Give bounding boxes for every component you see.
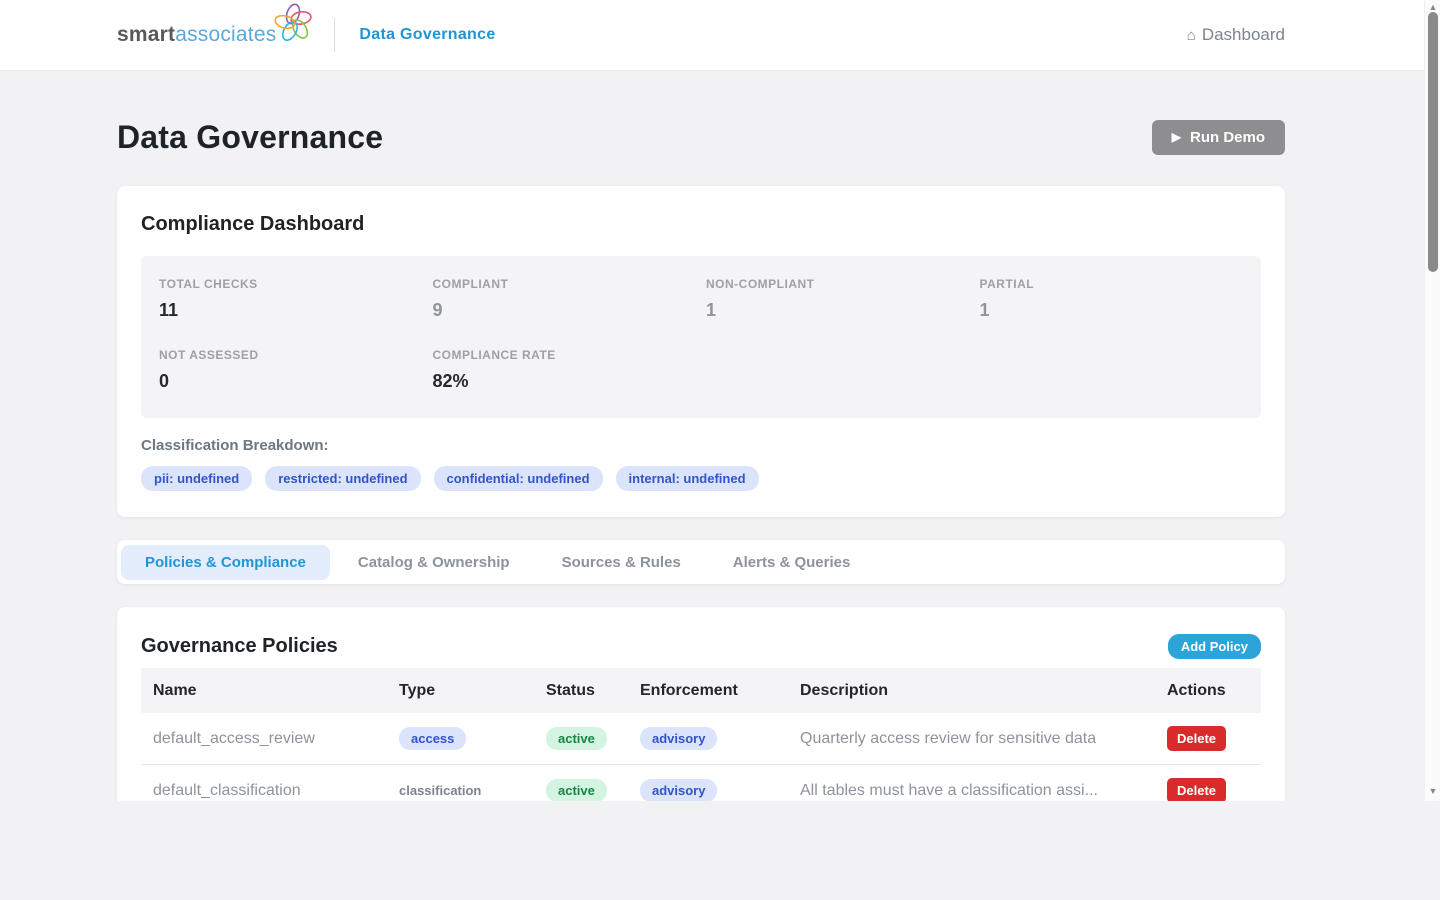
compliance-heading: Compliance Dashboard: [141, 213, 365, 235]
type-label: classification: [399, 782, 482, 798]
col-type: Type: [399, 681, 436, 699]
stat-total-checks-value: 11: [159, 300, 179, 320]
app-viewport: smartassociates Data Governance ⌂ Dashb: [0, 0, 1440, 801]
enforcement-badge: advisory: [640, 727, 718, 750]
col-enforcement: Enforcement: [640, 681, 738, 699]
logo-text: smartassociates: [117, 23, 276, 47]
vertical-scrollbar[interactable]: ▲ ▼: [1424, 0, 1440, 801]
page-title: Data Governance: [117, 118, 384, 155]
enforcement-badge: advisory: [640, 779, 718, 801]
navbar-divider: [334, 18, 336, 52]
stat-compliance-rate: COMPLIANCE RATE 82%: [433, 348, 697, 392]
compliance-stats: TOTAL CHECKS 11 COMPLIANT 9 NON-COMPLIAN…: [141, 256, 1261, 418]
classification-chips: pii: undefined restricted: undefined con…: [141, 466, 1261, 491]
stat-not-assessed: NOT ASSESSED 0: [159, 348, 423, 392]
home-icon: ⌂: [1186, 26, 1196, 44]
policy-description: Quarterly access review for sensitive da…: [800, 729, 1097, 747]
compliance-dashboard-card: Compliance Dashboard TOTAL CHECKS 11 COM…: [117, 186, 1285, 517]
stat-non-compliant: NON-COMPLIANT 1: [706, 277, 970, 321]
policy-name: default_classification: [153, 781, 301, 799]
col-name: Name: [153, 681, 197, 699]
stat-non-compliant-value: 1: [706, 300, 717, 320]
logo-flower-icon: [270, 0, 316, 49]
status-badge: active: [546, 779, 607, 801]
dashboard-link-label: Dashboard: [1201, 25, 1285, 44]
stat-not-assessed-value: 0: [159, 371, 170, 391]
logo[interactable]: smartassociates: [117, 3, 316, 49]
tab-catalog-ownership[interactable]: Catalog & Ownership: [357, 553, 510, 571]
status-badge: active: [546, 727, 607, 750]
tab-alerts-queries[interactable]: Alerts & Queries: [732, 553, 851, 571]
type-badge: access: [399, 727, 467, 750]
table-row: default_classification classification ac…: [141, 765, 1261, 801]
stat-partial-value: 1: [979, 300, 990, 320]
classification-breakdown-label: Classification Breakdown:: [141, 437, 329, 454]
col-status: Status: [546, 681, 595, 699]
dashboard-link[interactable]: ⌂ Dashboard: [1187, 25, 1285, 45]
policy-description: All tables must have a classification as…: [800, 781, 1098, 799]
run-demo-button[interactable]: ▶ Run Demo: [1151, 119, 1285, 155]
stat-partial: PARTIAL 1: [980, 277, 1244, 321]
chip-restricted: restricted: undefined: [265, 466, 421, 491]
chip-confidential: confidential: undefined: [433, 466, 603, 491]
stat-compliance-rate-value: 82%: [432, 371, 469, 391]
tab-bar: Policies & Compliance Catalog & Ownershi…: [117, 540, 1285, 584]
policies-heading: Governance Policies: [141, 635, 338, 657]
scrollbar-down-icon[interactable]: ▼: [1428, 786, 1438, 796]
stat-compliant: COMPLIANT 9: [433, 277, 697, 321]
col-description: Description: [800, 681, 889, 699]
governance-policies-card: Governance Policies Add Policy Name Type…: [117, 607, 1285, 801]
chip-pii: pii: undefined: [141, 466, 253, 491]
logo-text-smart: smart: [117, 23, 176, 46]
stat-total-checks: TOTAL CHECKS 11: [159, 277, 423, 321]
table-header-row: Name Type Status Enforcement Description…: [141, 668, 1261, 713]
navbar-right: ⌂ Dashboard: [1187, 25, 1285, 45]
delete-button[interactable]: Delete: [1167, 778, 1227, 801]
delete-button[interactable]: Delete: [1167, 726, 1227, 751]
play-icon: ▶: [1171, 130, 1181, 144]
top-navbar: smartassociates Data Governance ⌂ Dashb: [0, 0, 1440, 71]
logo-text-associates: associates: [175, 23, 277, 46]
run-demo-label: Run Demo: [1190, 128, 1265, 146]
chip-internal: internal: undefined: [615, 466, 759, 491]
scrollbar-up-icon[interactable]: ▲: [1428, 2, 1438, 12]
stat-compliant-value: 9: [432, 300, 443, 320]
navbar-app-title: Data Governance: [359, 26, 496, 43]
policies-table: Name Type Status Enforcement Description…: [141, 668, 1261, 801]
col-actions: Actions: [1167, 681, 1226, 699]
tab-policies-compliance[interactable]: Policies & Compliance: [121, 544, 330, 580]
add-policy-button[interactable]: Add Policy: [1167, 634, 1261, 659]
tab-sources-rules[interactable]: Sources & Rules: [561, 553, 681, 571]
policy-name: default_access_review: [153, 729, 315, 747]
scrollbar-thumb[interactable]: [1428, 12, 1438, 272]
table-row: default_access_review access active advi…: [141, 713, 1261, 765]
